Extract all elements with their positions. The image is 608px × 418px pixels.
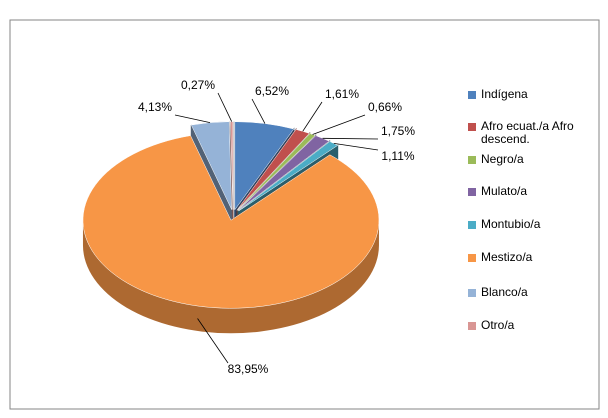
leader-line <box>322 137 379 140</box>
data-label: 1,75% <box>381 124 415 138</box>
legend-label: Blanco/a <box>481 285 528 299</box>
legend-label: Montubio/a <box>481 217 541 231</box>
legend-swatch <box>468 123 476 131</box>
legend-label: Otro/a <box>481 318 515 332</box>
legend-swatch <box>468 221 476 229</box>
data-label: 1,11% <box>381 149 414 163</box>
legend-swatch <box>468 289 476 297</box>
legend-item: Negro/a <box>468 153 591 166</box>
leader-line <box>174 114 211 123</box>
legend-swatch <box>468 188 476 196</box>
legend-label: Mestizo/a <box>481 250 533 264</box>
legend-swatch <box>468 156 476 164</box>
pie-slice <box>82 135 380 309</box>
leader-line <box>197 318 229 364</box>
pie-slice <box>237 133 316 211</box>
pie-slice <box>230 121 234 210</box>
data-label: 6,52% <box>255 84 289 98</box>
slice-rim <box>82 220 379 334</box>
legend-label: Indígena <box>481 87 528 101</box>
data-label: 0,66% <box>368 100 402 114</box>
leader-line <box>251 98 266 124</box>
legend-label: Afro ecuat./a Afro descend. <box>481 119 574 146</box>
legend-item: Indígena <box>468 88 591 101</box>
legend-item: Mulato/a <box>468 185 591 198</box>
legend-swatch <box>468 322 476 330</box>
data-label: 0,27% <box>181 78 215 92</box>
legend-item: Afro ecuat./a Afro descend. <box>468 120 591 146</box>
leader-line <box>312 114 366 135</box>
legend-swatch <box>468 254 476 262</box>
legend-item: Mestizo/a <box>468 251 591 264</box>
data-label: 83,95% <box>228 362 269 376</box>
legend-label: Mulato/a <box>481 184 528 198</box>
legend-item: Montubio/a <box>468 218 591 231</box>
legend-label: Negro/a <box>481 152 524 166</box>
leader-line <box>333 142 379 151</box>
data-label: 1,61% <box>325 87 359 101</box>
pie-slice <box>238 141 339 212</box>
leader-line <box>302 101 323 132</box>
legend-item: Blanco/a <box>468 286 591 299</box>
leader-line <box>217 92 233 122</box>
legend-item: Otro/a <box>468 319 591 332</box>
data-label: 4,13% <box>138 100 172 114</box>
legend-swatch <box>468 91 476 99</box>
